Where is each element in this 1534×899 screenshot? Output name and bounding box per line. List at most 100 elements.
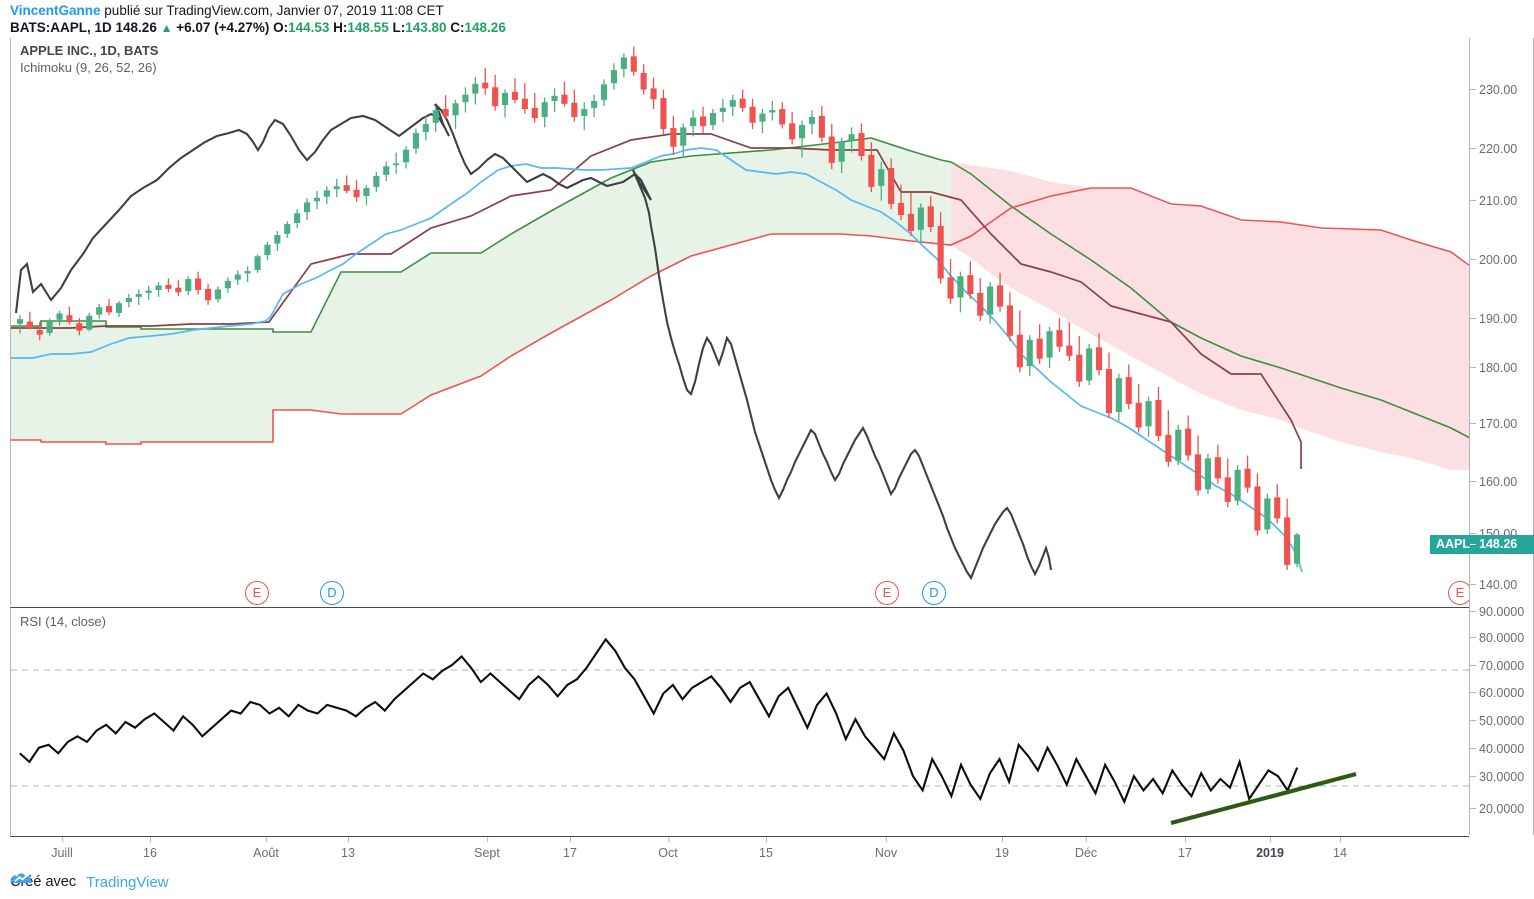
candle-body <box>1224 477 1231 502</box>
candle-body <box>779 109 786 125</box>
candle-body <box>620 57 627 69</box>
candle-body <box>383 166 390 175</box>
price-pane[interactable]: APPLE INC., 1D, BATS Ichimoku (9, 26, 52… <box>10 38 1471 605</box>
time-tick-17: 17 <box>1178 837 1192 860</box>
candle-body <box>284 224 291 234</box>
candle-body <box>739 98 746 108</box>
candle-body <box>690 117 697 127</box>
symbol-interval[interactable]: BATS:AAPL, 1D <box>10 20 112 35</box>
price-tick-190-00: 190.00 <box>1469 312 1518 326</box>
candle-body <box>868 154 875 187</box>
rsi-tick-90-0000: 90.0000 <box>1469 605 1525 619</box>
time-tick-15: 15 <box>759 837 773 860</box>
tenkan-sen-line <box>11 147 1303 573</box>
close-value: 148.26 <box>464 20 506 35</box>
chart-header: VincentGanne publié sur TradingView.com,… <box>0 0 1534 36</box>
event-marker-earnings-4[interactable]: E <box>1448 581 1472 605</box>
time-tick-Déc: Déc <box>1074 837 1098 860</box>
candle-body <box>86 315 93 330</box>
candlestick-series <box>16 46 1301 571</box>
candle-body <box>26 321 33 329</box>
candle-body <box>343 185 350 191</box>
candle-body <box>878 169 885 186</box>
change-up-arrow-icon: ▲ <box>160 21 173 35</box>
current-price-badge[interactable]: AAPL 148.26 <box>1430 535 1534 554</box>
candle-body <box>1066 345 1073 356</box>
candle-body <box>1076 354 1083 382</box>
candle-body <box>501 92 509 106</box>
price-tick-210-00: 210.00 <box>1469 194 1518 208</box>
candle-body <box>1086 348 1093 381</box>
candle-body <box>462 94 469 103</box>
tradingview-brand-label[interactable]: TradingView <box>86 873 169 891</box>
candle-body <box>650 88 657 100</box>
footer: Créé avec TradingView <box>10 869 169 895</box>
candle-body <box>155 285 162 290</box>
candle-body <box>660 98 667 130</box>
candle-body <box>1234 469 1241 501</box>
candle-body <box>1145 401 1152 427</box>
candle-body <box>838 141 845 162</box>
candle-body <box>1026 339 1033 367</box>
candle-body <box>36 330 43 335</box>
time-tick-19: 19 <box>995 837 1009 860</box>
candle-body <box>244 271 251 274</box>
candle-body <box>1135 402 1142 428</box>
open-value: 144.53 <box>288 20 330 35</box>
author-link[interactable]: VincentGanne <box>10 3 101 18</box>
candle-body <box>729 99 736 107</box>
tradingview-cloud-icon <box>10 873 32 883</box>
rsi-pane[interactable]: RSI (14, close) <box>10 607 1470 835</box>
candle-body <box>234 274 241 280</box>
candle-body <box>432 110 439 123</box>
candle-body <box>1274 497 1281 519</box>
candle-body <box>610 70 618 84</box>
high-label: H: <box>333 20 348 35</box>
candle-body <box>709 113 717 126</box>
rsi-trendline[interactable] <box>1170 771 1357 826</box>
candle-body <box>254 256 261 270</box>
rsi-tick-30-0000: 30.0000 <box>1469 770 1525 784</box>
candle-body <box>1293 534 1301 564</box>
candle-body <box>1115 378 1122 412</box>
candle-body <box>1105 369 1113 414</box>
candle-body <box>937 225 944 279</box>
candle-body <box>482 82 489 89</box>
candle-body <box>1264 498 1271 530</box>
candle-body <box>96 307 103 315</box>
candle-body <box>1095 347 1103 371</box>
time-scale[interactable]: Juill 16 Août 13 Sept 17 Oct 15 Nov 19 Déc 17 2019 14 <box>10 836 1469 864</box>
event-marker-earnings-2[interactable]: E <box>875 581 899 605</box>
event-marker-earnings-0[interactable]: E <box>245 581 269 605</box>
candle-body <box>224 280 231 289</box>
candle-body <box>888 168 895 205</box>
price-scale[interactable]: 230.00 220.00 210.00 200.00 190.00 180.00 170.… <box>1430 38 1534 835</box>
rsi-tick-50-0000: 50.0000 <box>1469 714 1525 728</box>
candle-body <box>977 292 984 316</box>
candle-body <box>1016 334 1023 368</box>
candle-body <box>630 56 637 72</box>
publication-line: VincentGanne publié sur TradingView.com,… <box>10 2 1534 19</box>
candle-body <box>571 102 578 118</box>
candle-body <box>294 213 301 223</box>
event-marker-dividend-3[interactable]: D <box>922 581 946 605</box>
price-plot-svg <box>11 46 1471 581</box>
candle-body <box>897 202 905 215</box>
candle-body <box>719 107 726 112</box>
event-marker-dividend-1[interactable]: D <box>320 581 344 605</box>
candle-body <box>402 149 410 163</box>
rsi-tick-70-0000: 70.0000 <box>1469 659 1525 673</box>
rsi-tick-20-0000: 20.0000 <box>1469 802 1525 816</box>
senkou-span-b-line <box>11 187 1471 445</box>
time-tick-Oct: Oct <box>658 837 678 860</box>
price-tick-140-00: 140.00 <box>1469 578 1518 592</box>
candle-body <box>521 98 528 110</box>
candle-body <box>1155 399 1162 437</box>
candle-body <box>452 103 459 116</box>
candle-body <box>313 197 321 202</box>
candle-body <box>967 275 974 295</box>
candle-body <box>511 91 519 100</box>
candle-body <box>1175 429 1182 461</box>
time-tick-14: 14 <box>1333 837 1347 860</box>
time-tick-17: 17 <box>563 837 577 860</box>
